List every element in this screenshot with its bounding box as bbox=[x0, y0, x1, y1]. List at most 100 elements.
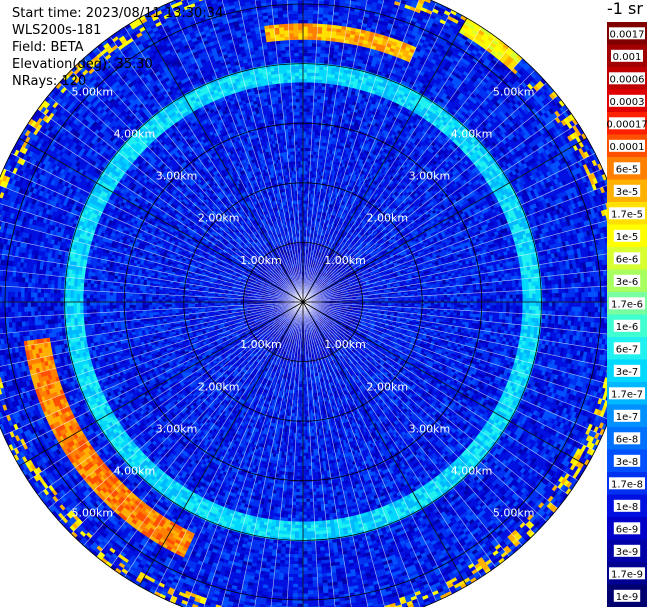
ppi-cell bbox=[317, 92, 322, 97]
ppi-cell bbox=[303, 131, 307, 135]
ppi-cell bbox=[303, 26, 309, 30]
ppi-cell bbox=[309, 101, 314, 106]
ppi-cell bbox=[310, 164, 313, 168]
ppi-cell bbox=[312, 23, 319, 28]
ppi-cell bbox=[307, 229, 310, 234]
ppi-cell bbox=[313, 144, 318, 149]
ppi-cell bbox=[311, 65, 316, 70]
ppi-scan-plot: 1.00km1.00km1.00km1.00km2.00km2.00km2.00… bbox=[0, 0, 607, 607]
ppi-cell bbox=[303, 39, 309, 44]
ppi-cell bbox=[312, 16, 319, 21]
ppi-cell bbox=[303, 164, 306, 168]
ppi-cell bbox=[316, 102, 321, 107]
ppi-cell bbox=[303, 190, 306, 194]
ppi-cell bbox=[316, 39, 322, 44]
ppi-cell bbox=[315, 53, 321, 57]
ppi-cell bbox=[303, 160, 306, 165]
ppi-cell bbox=[318, 0, 325, 5]
ppi-cell bbox=[308, 187, 312, 191]
ppi-cell bbox=[303, 16, 309, 21]
ppi-cell bbox=[312, 20, 319, 24]
ppi-cell bbox=[321, 36, 327, 41]
ppi-cell bbox=[305, 154, 309, 158]
ppi-cell bbox=[308, 138, 312, 142]
ppi-cell bbox=[308, 6, 315, 11]
ppi-cell bbox=[316, 99, 322, 103]
ppi-cell bbox=[318, 82, 323, 87]
ppi-cell bbox=[307, 216, 310, 221]
ppi-cell bbox=[308, 226, 310, 231]
ppi-cell bbox=[306, 114, 310, 119]
ppi-cell bbox=[309, 124, 313, 129]
ppi-cell bbox=[317, 95, 322, 100]
ppi-cell bbox=[308, 203, 311, 208]
ppi-cell bbox=[313, 148, 317, 152]
ppi-cell bbox=[303, 52, 308, 57]
ppi-cell bbox=[317, 26, 323, 31]
ppi-cell bbox=[313, 151, 317, 156]
ppi-cell bbox=[309, 118, 314, 122]
ppi-cell bbox=[311, 46, 318, 50]
ppi-cell bbox=[305, 262, 307, 267]
ppi-cell bbox=[303, 101, 307, 106]
ppi-cell bbox=[308, 131, 313, 136]
ppi-cell bbox=[314, 85, 319, 90]
ppi-cell bbox=[303, 259, 305, 263]
ppi-cell bbox=[314, 131, 319, 136]
ppi-cell bbox=[303, 33, 309, 37]
ppi-cell bbox=[318, 79, 323, 84]
ppi-cell bbox=[317, 89, 323, 94]
ppi-cell bbox=[308, 197, 311, 201]
ppi-cell bbox=[317, 20, 324, 25]
ppi-cell bbox=[303, 29, 309, 34]
ppi-cell bbox=[306, 78, 312, 83]
ppi-cell bbox=[306, 108, 311, 112]
ppi-cell bbox=[311, 56, 317, 60]
ppi-cell bbox=[308, 223, 311, 227]
ppi-cell bbox=[322, 20, 329, 25]
ppi-cell bbox=[313, 98, 318, 103]
ppi-cell bbox=[303, 154, 306, 158]
ppi-cell bbox=[304, 193, 308, 198]
ppi-cell bbox=[303, 183, 306, 188]
ppi-cell bbox=[303, 128, 307, 132]
ppi-cell bbox=[309, 170, 313, 175]
ppi-cell bbox=[312, 26, 319, 31]
ppi-cell bbox=[311, 177, 315, 182]
ppi-cell bbox=[304, 223, 306, 227]
ppi-cell bbox=[315, 69, 320, 74]
ppi-cell bbox=[316, 36, 323, 41]
ppi-cell bbox=[321, 33, 328, 38]
ppi-cell bbox=[306, 111, 311, 116]
ppi-cell bbox=[312, 115, 317, 119]
ppi-cell bbox=[313, 13, 319, 18]
ppi-cell bbox=[303, 141, 307, 145]
ppi-cell bbox=[303, 213, 305, 217]
ppi-cell bbox=[306, 128, 310, 132]
ppi-cell bbox=[313, 95, 318, 100]
ppi-cell bbox=[303, 144, 307, 148]
ppi-cell bbox=[307, 55, 313, 60]
ppi-cell bbox=[303, 216, 305, 221]
ppi-cell bbox=[323, 10, 330, 15]
ppi-cell bbox=[316, 108, 321, 113]
ppi-cell bbox=[308, 141, 312, 145]
ppi-cell bbox=[303, 193, 306, 198]
ppi-cell bbox=[307, 29, 314, 34]
ppi-cell bbox=[310, 161, 314, 165]
ppi-cell bbox=[308, 213, 311, 218]
ppi-cell bbox=[309, 183, 312, 188]
ppi-cell bbox=[310, 82, 316, 86]
ppi-cell bbox=[308, 13, 314, 17]
ppi-cell bbox=[305, 157, 309, 162]
ppi-cell bbox=[304, 275, 306, 280]
ppi-cell bbox=[303, 206, 305, 211]
ppi-cell bbox=[306, 105, 311, 109]
ppi-cell bbox=[307, 206, 310, 211]
ppi-cell bbox=[310, 187, 314, 191]
ppi-cell bbox=[319, 66, 325, 71]
ppi-cell bbox=[311, 49, 317, 54]
ppi-cell bbox=[305, 137, 310, 142]
ppi-cell bbox=[310, 98, 315, 103]
ppi-cell bbox=[303, 246, 306, 250]
